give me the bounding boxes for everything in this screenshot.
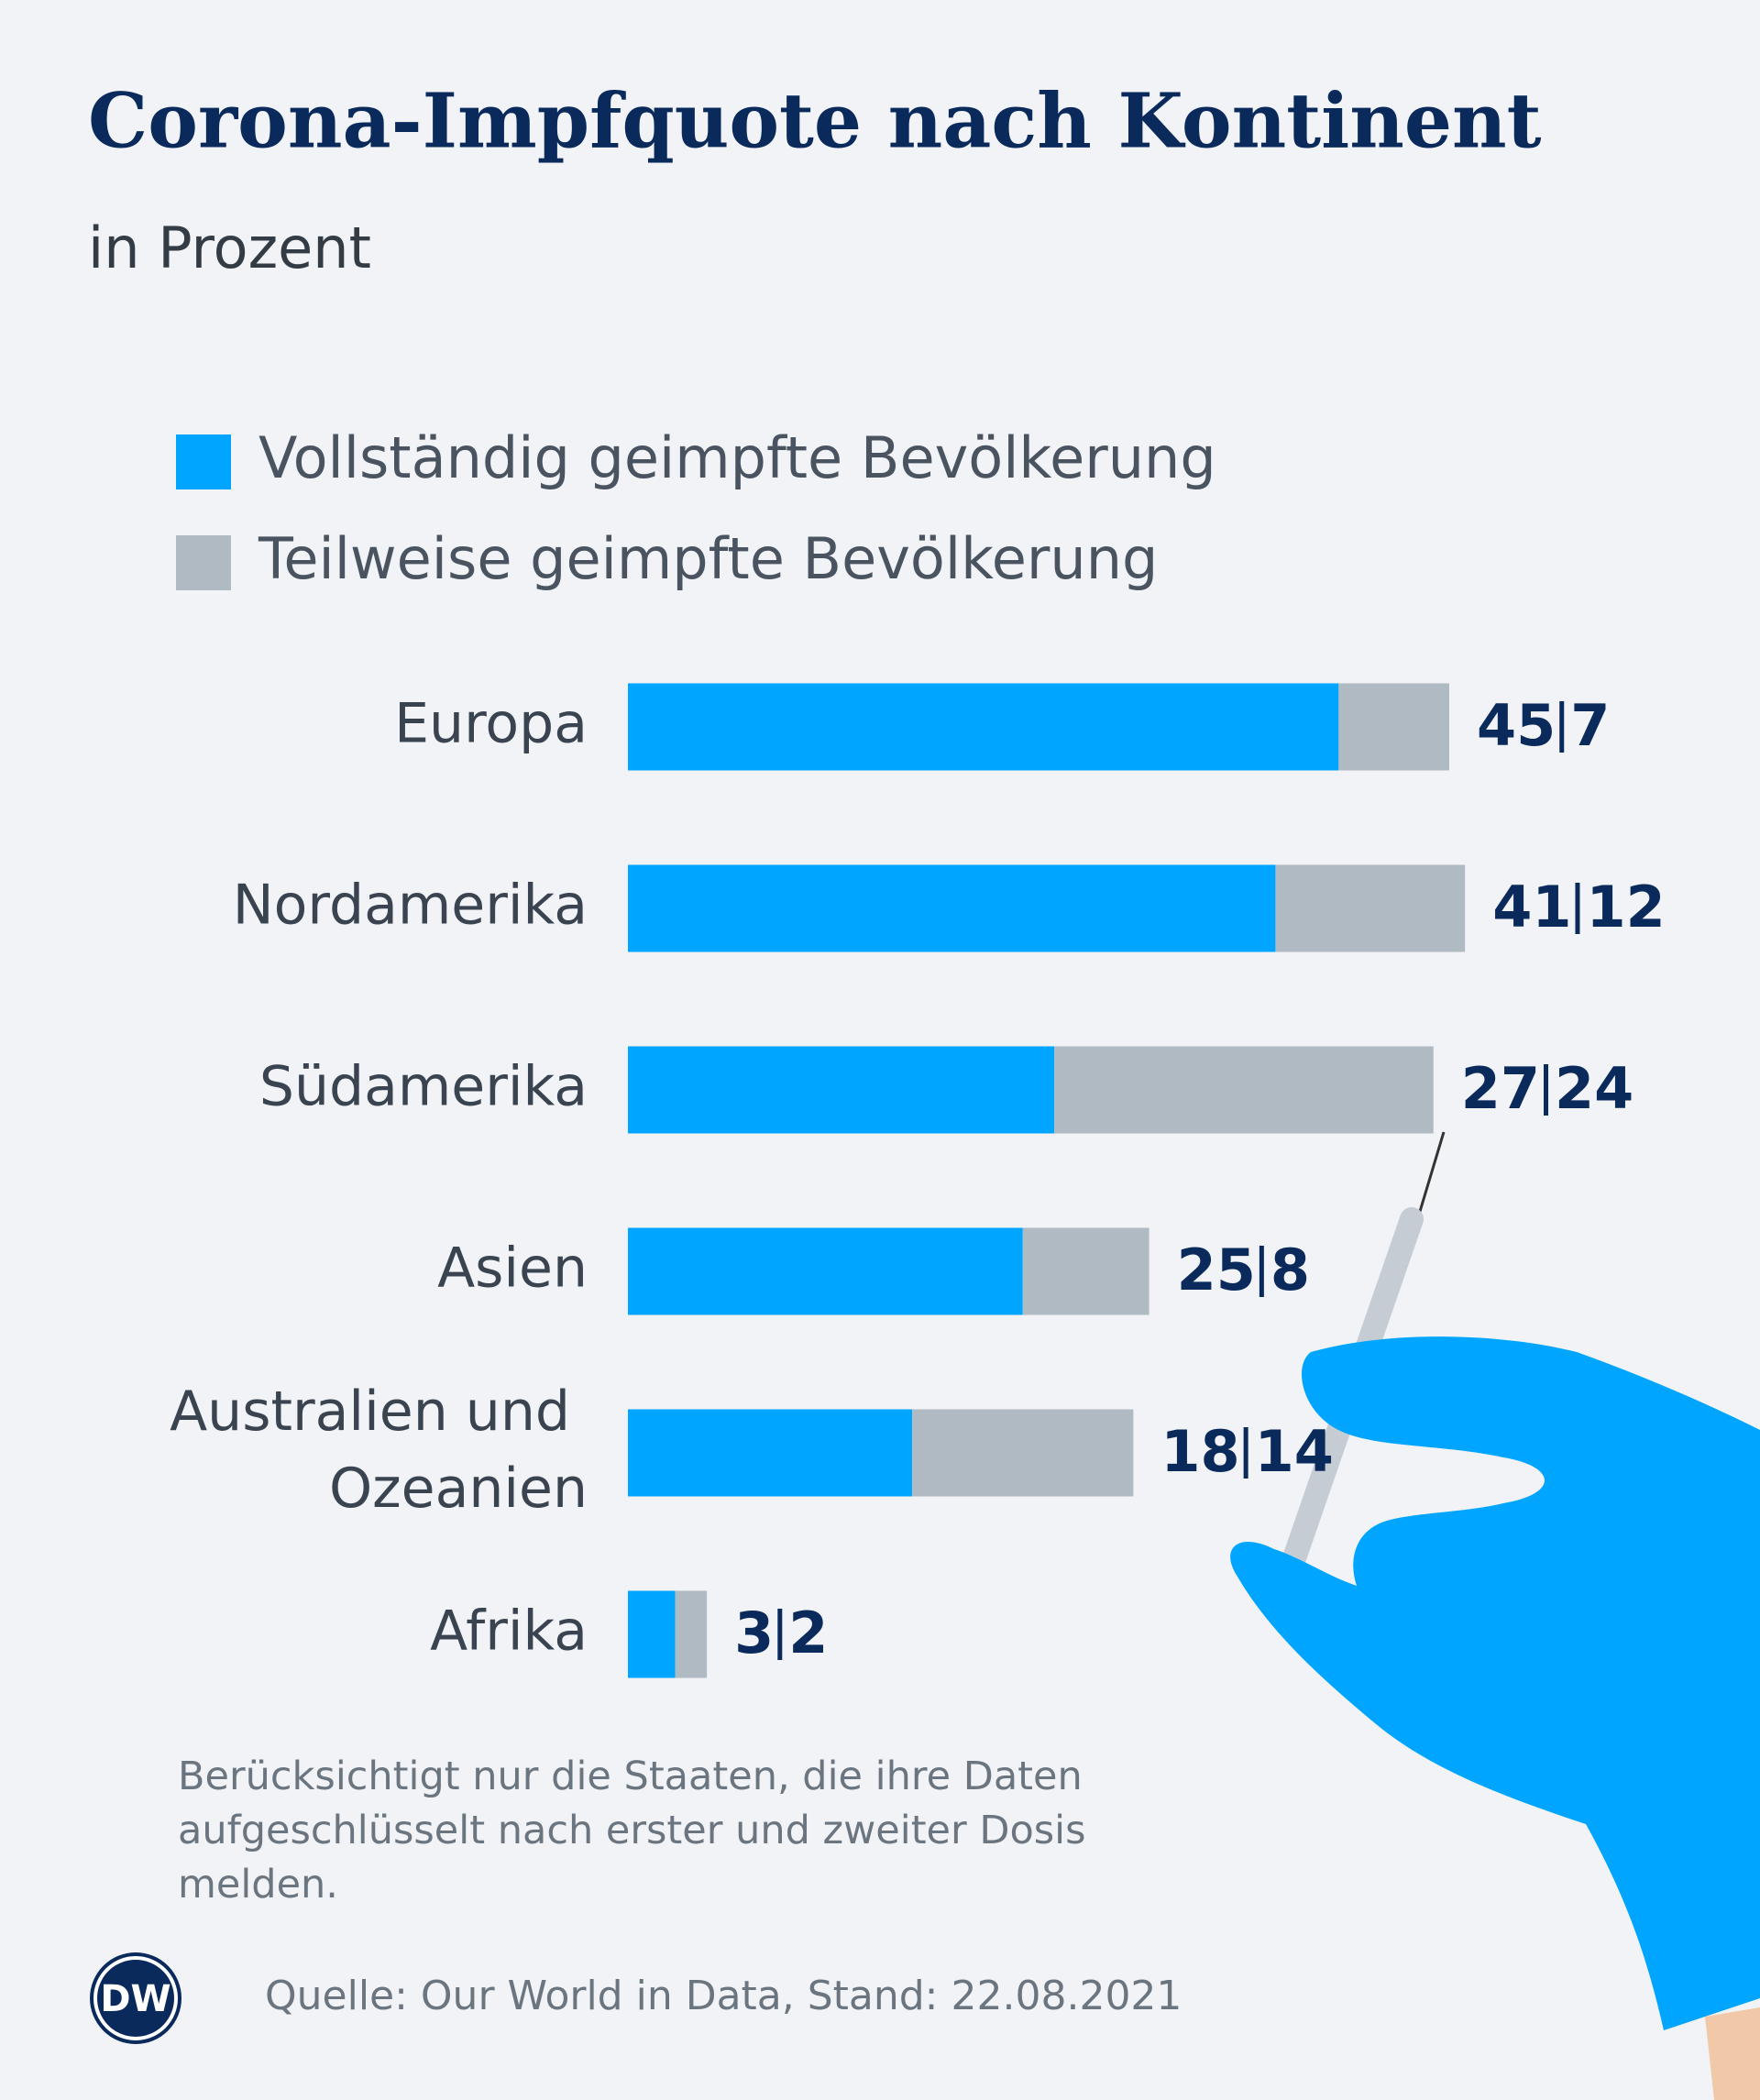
logo (90, 1952, 182, 2044)
category-label: Europa (394, 692, 588, 756)
value-label: 8 (1270, 1237, 1310, 1303)
note: Berücksichtigt nur die Staaten, die ihre… (178, 1754, 1098, 1908)
value-label: 14 (1255, 1418, 1334, 1485)
logo-text: DW (100, 1978, 170, 2020)
value-label: 12 (1586, 874, 1665, 940)
bar-segment (912, 1409, 1134, 1497)
category-label: Asien (437, 1237, 588, 1301)
chart-title: Corona-Impfquote nach Kontinent (88, 77, 1542, 165)
category-label: Afrika (430, 1600, 588, 1664)
bar-segment (628, 1046, 1055, 1134)
logo-ring (94, 1956, 178, 2040)
label-separator (1575, 883, 1580, 934)
bar-segment (628, 1409, 913, 1497)
label-separator (777, 1609, 783, 1660)
legend-label: Teilweise geimpfte Bevölkerung (258, 525, 1158, 592)
value-label: 24 (1555, 1055, 1634, 1122)
value-label: 25 (1177, 1237, 1256, 1303)
source: Quelle: Our World in Data, Stand: 22.08.… (265, 1973, 1182, 2019)
category-label: Nordamerika (233, 874, 588, 938)
value-label: 7 (1570, 692, 1610, 759)
bar-segment (1054, 1046, 1434, 1134)
value-label: 45 (1477, 692, 1556, 759)
label-separator (1259, 1246, 1264, 1297)
category-label: Australien und Ozeanien (170, 1380, 588, 1521)
bar-segment (628, 1227, 1023, 1315)
value-label: 3 (734, 1600, 774, 1666)
value-label: 18 (1160, 1418, 1239, 1485)
bar-segment (628, 1590, 676, 1678)
legend-swatch (176, 434, 231, 489)
chart-subtitle: in Prozent (88, 214, 371, 281)
legend-label: Vollständig geimpfte Bevölkerung (258, 424, 1216, 491)
legend: Vollständig geimpfte Bevölkerung Teilweis… (176, 424, 1216, 592)
bar-segment (675, 1590, 708, 1678)
bar-segment (628, 864, 1276, 952)
illustration (1230, 1131, 1760, 2100)
value-label: 27 (1461, 1055, 1540, 1122)
label-separator (1559, 701, 1565, 753)
category-label: Südamerika (259, 1055, 588, 1119)
bar-segment (1338, 683, 1449, 771)
label-separator (1243, 1427, 1248, 1479)
bar-segment (1022, 1227, 1150, 1315)
value-label: 41 (1492, 874, 1571, 940)
bar-segment (1275, 864, 1466, 952)
bar-segment (628, 683, 1339, 771)
label-separator (1544, 1064, 1549, 1116)
value-label: 2 (788, 1600, 828, 1666)
legend-swatch (176, 535, 231, 590)
